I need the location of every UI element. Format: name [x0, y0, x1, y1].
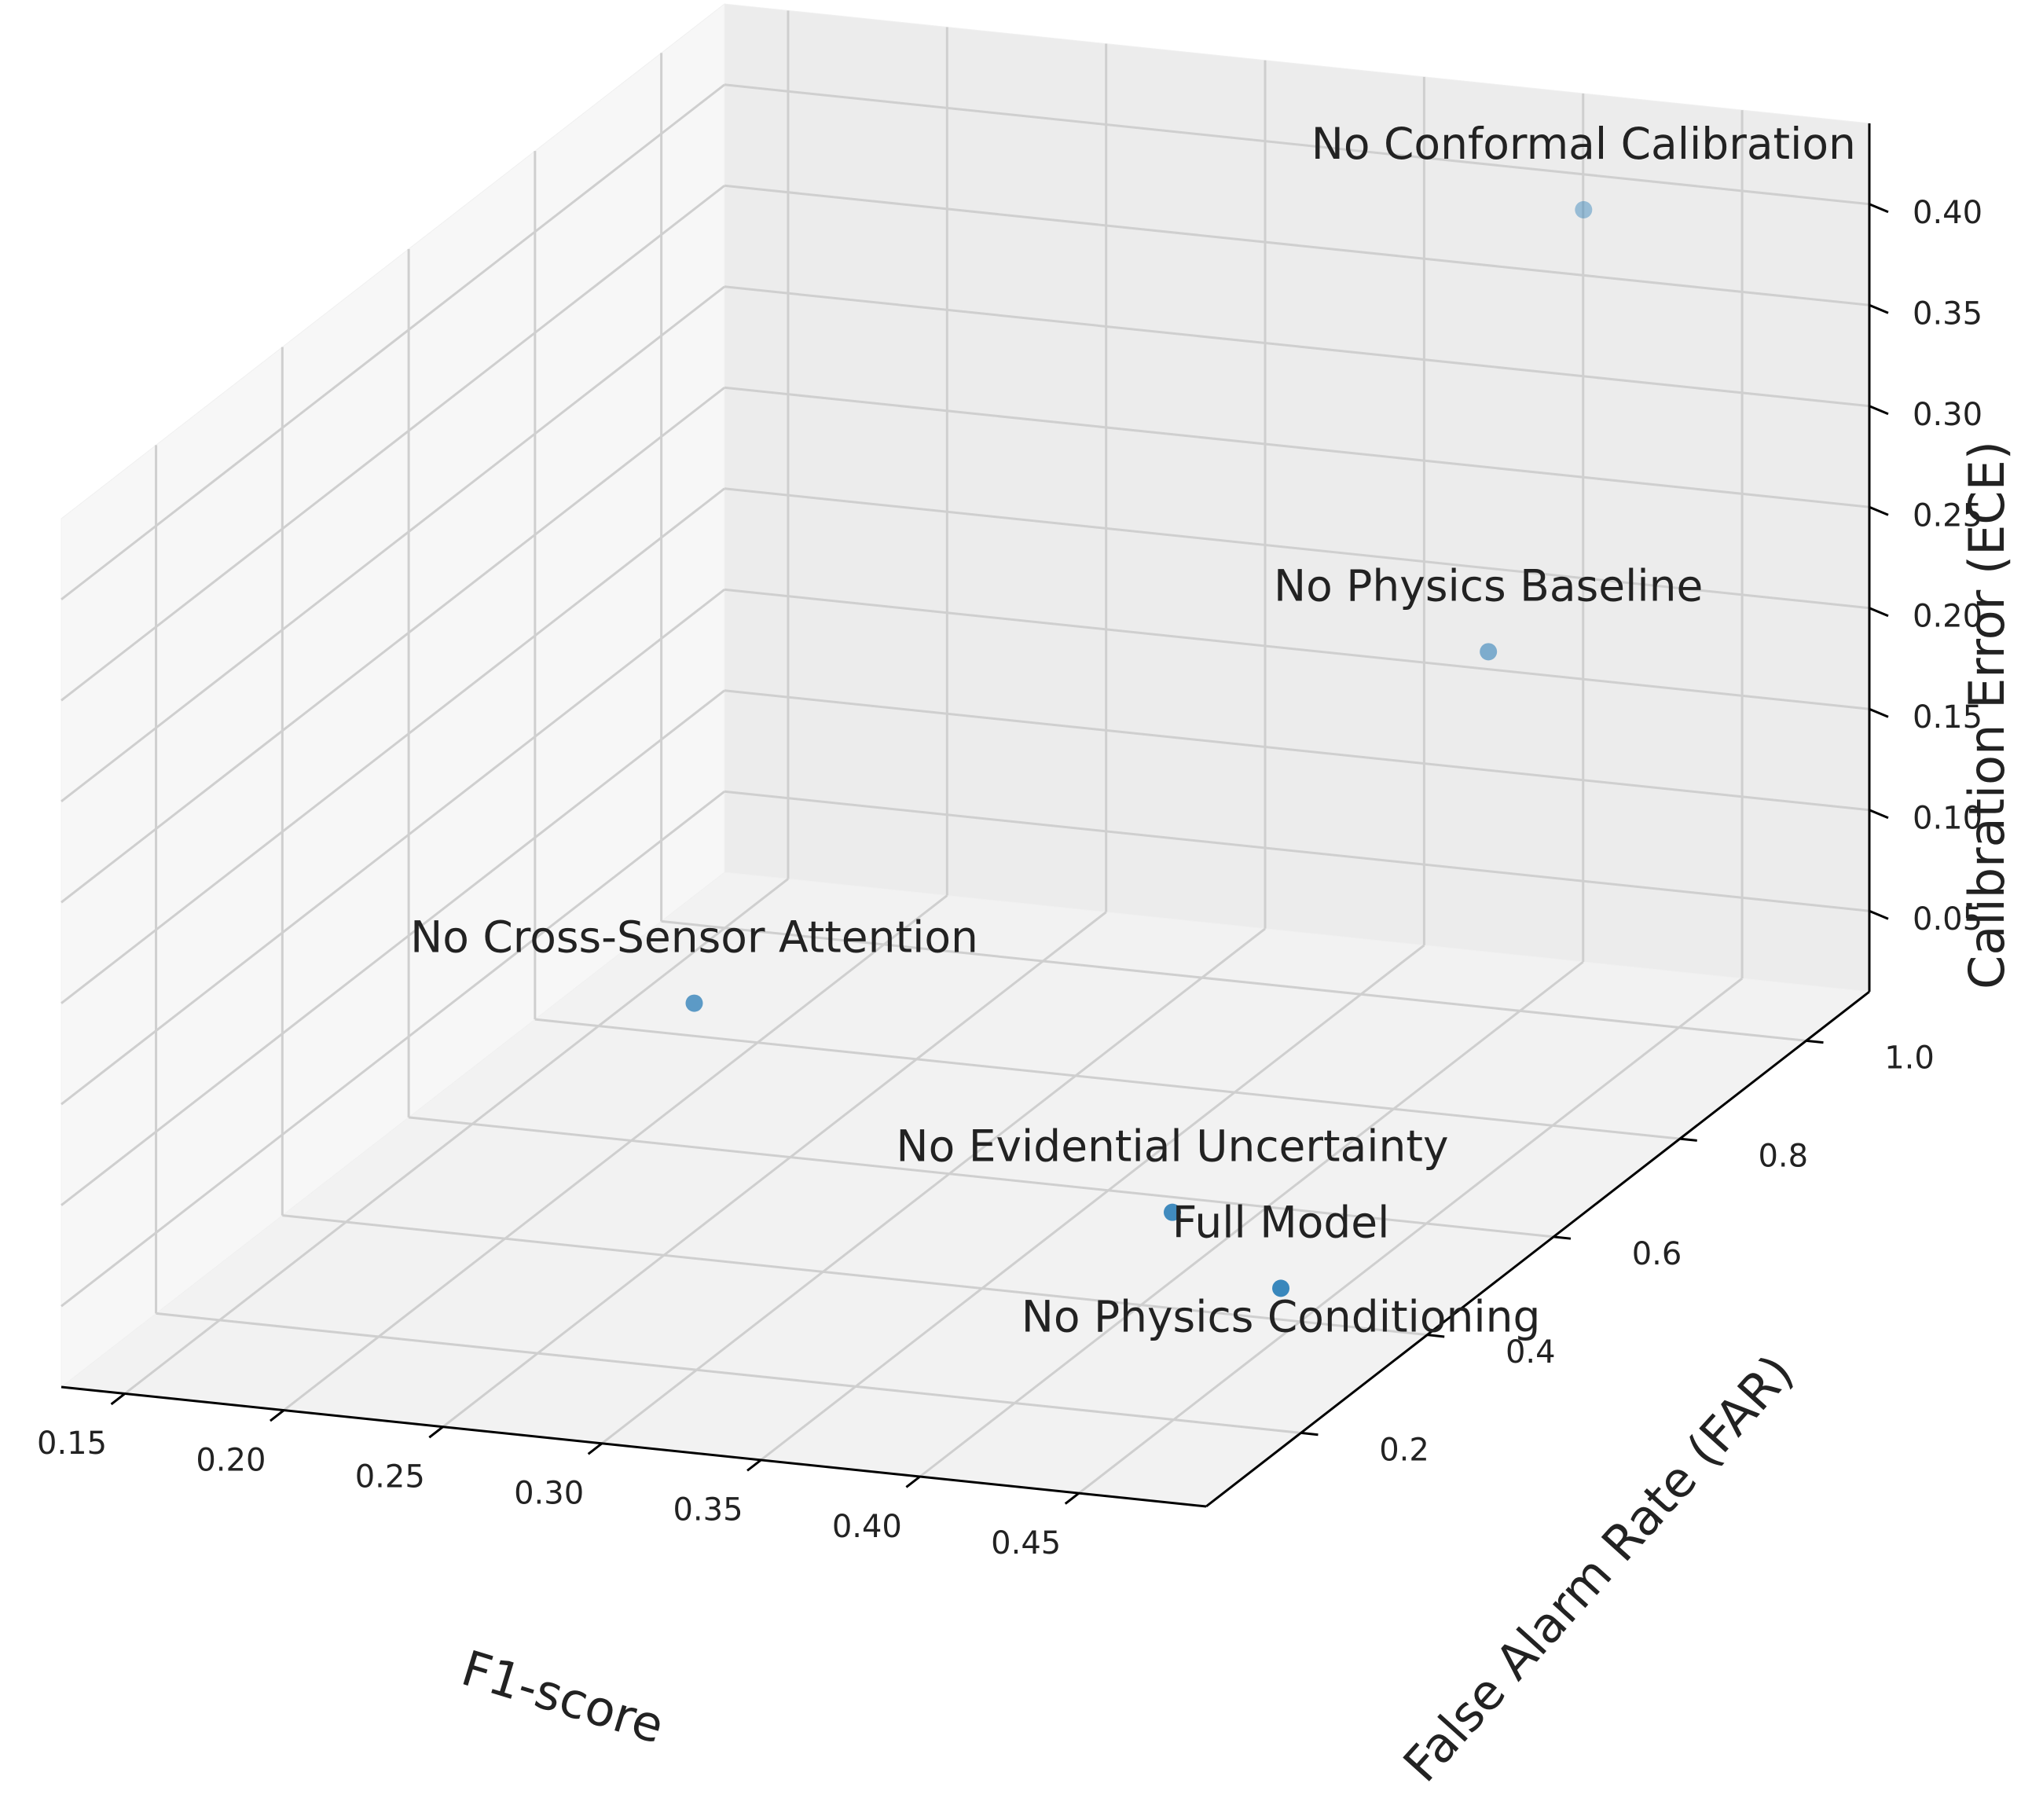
z-tick-label: 0.40 — [1913, 195, 1982, 231]
grid-line — [760, 944, 1425, 1462]
grid-line — [408, 1116, 1554, 1238]
x-tick-label: 0.45 — [991, 1525, 1061, 1561]
z-tick — [1869, 607, 1889, 618]
point-label: No Conformal Calibration — [1311, 119, 1856, 169]
y-tick-label: 0.8 — [1758, 1138, 1808, 1174]
x-tick — [428, 1426, 444, 1439]
point-labels: No Conformal Calibration No Physics Basel… — [410, 119, 1856, 1341]
z-tick — [1869, 405, 1889, 416]
grid-line — [724, 83, 1870, 206]
z-tick-label: 0.20 — [1913, 599, 1982, 635]
grid-line — [61, 589, 725, 1106]
grid-line — [61, 83, 725, 600]
z-tick — [1869, 707, 1889, 718]
axis-ticks: 0.15 0.20 0.25 0.30 0.35 0.40 0.45 0.2 0.4 0.6 0.8… — [37, 195, 1982, 1561]
x-tick-label: 0.30 — [514, 1476, 584, 1512]
point-label: No Cross-Sensor Attention — [410, 912, 978, 963]
grid-line — [282, 1214, 1428, 1337]
grid-line — [724, 386, 1870, 508]
x-tick — [905, 1475, 921, 1488]
grid-line — [61, 689, 725, 1206]
grid-line — [601, 927, 1266, 1444]
data-point — [1480, 643, 1498, 661]
z-axis-label: Calibration Error (ECE) — [1958, 441, 2015, 989]
y-tick — [1300, 1431, 1319, 1437]
z-tick — [1869, 303, 1889, 314]
z-tick — [1869, 505, 1889, 516]
z-tick-label: 0.30 — [1913, 397, 1982, 433]
y-tick-label: 0.2 — [1379, 1433, 1429, 1469]
z-tick — [1869, 203, 1889, 214]
x-tick — [1064, 1492, 1080, 1505]
x-tick-label: 0.20 — [196, 1442, 266, 1478]
grid-line — [919, 960, 1584, 1478]
data-point — [685, 994, 703, 1012]
grid-line — [124, 878, 789, 1395]
point-label: No Evidential Uncertainty — [896, 1121, 1448, 1172]
y-axis-line — [1205, 990, 1870, 1508]
z-tick-label: 0.10 — [1913, 801, 1982, 837]
y-tick — [1679, 1137, 1697, 1142]
y-tick — [1427, 1334, 1445, 1338]
grid-line — [156, 1312, 1301, 1434]
x-tick-label: 0.15 — [37, 1426, 107, 1462]
grid-line — [1078, 977, 1744, 1495]
x-tick — [270, 1409, 285, 1422]
left-pane — [61, 2, 725, 1389]
y-tick — [1806, 1039, 1824, 1044]
grid-lines — [61, 10, 1870, 1495]
data-point — [1575, 200, 1593, 218]
grid-line — [724, 184, 1870, 306]
y-tick-label: 1.0 — [1884, 1040, 1935, 1077]
y-tick — [1553, 1235, 1572, 1240]
x-tick-label: 0.35 — [673, 1492, 743, 1528]
axis-lines — [61, 123, 1871, 1508]
grid-line — [724, 588, 1870, 710]
grid-line — [724, 790, 1870, 912]
point-label: No Physics Conditioning — [1022, 1291, 1541, 1341]
y-tick-label: 0.6 — [1632, 1236, 1682, 1272]
data-points — [685, 200, 1593, 1297]
z-tick-label: 0.05 — [1913, 901, 1982, 938]
grid-line — [61, 185, 725, 702]
grid-line — [724, 689, 1870, 812]
grid-line — [661, 919, 1806, 1042]
z-tick — [1869, 909, 1889, 920]
grid-line — [61, 285, 725, 802]
y-tick-label: 0.4 — [1506, 1334, 1556, 1371]
z-tick — [1869, 809, 1889, 820]
axis-panes — [60, 2, 1871, 1507]
grid-line — [534, 1018, 1681, 1140]
point-label: Full Model — [1172, 1197, 1390, 1247]
point-label: No Physics Baseline — [1274, 560, 1703, 611]
y-axis-label: False Alarm Rate (FAR) — [1392, 1344, 1805, 1792]
x-tick-label: 0.25 — [355, 1459, 425, 1495]
x-tick — [587, 1442, 603, 1455]
grid-line — [61, 791, 725, 1308]
x-axis-line — [61, 1385, 1207, 1508]
grid-line — [61, 487, 725, 1004]
data-point — [1272, 1279, 1290, 1297]
grid-line — [724, 285, 1870, 408]
x-tick — [746, 1459, 762, 1472]
x-tick — [110, 1393, 126, 1406]
x-axis-label: F1-score — [455, 1639, 670, 1755]
grid-line — [61, 387, 725, 904]
grid-line — [442, 911, 1107, 1428]
z-tick-label: 0.25 — [1913, 497, 1982, 534]
z-tick-label: 0.15 — [1913, 699, 1982, 736]
data-point — [1163, 1203, 1181, 1221]
grid-line — [724, 487, 1870, 610]
z-tick-label: 0.35 — [1913, 295, 1982, 332]
grid-line — [283, 894, 948, 1411]
x-tick-label: 0.40 — [832, 1509, 902, 1545]
